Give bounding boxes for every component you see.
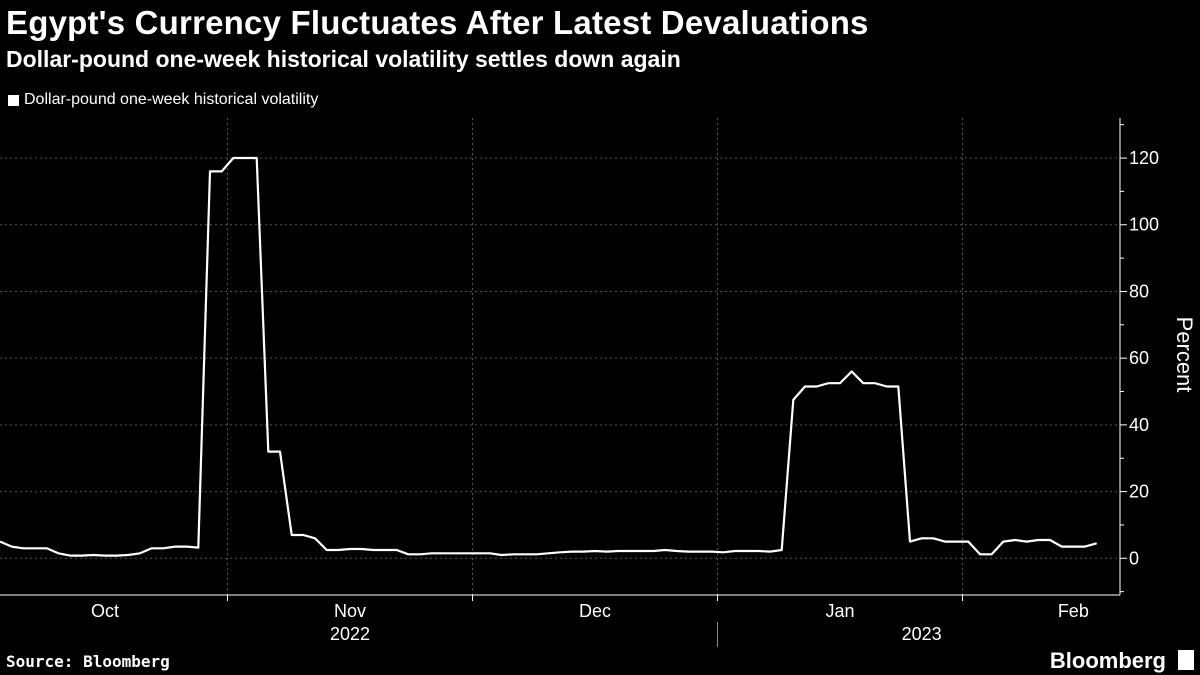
x-tick-label: Jan bbox=[825, 601, 854, 621]
y-tick-label: 100 bbox=[1129, 215, 1159, 235]
y-tick-label: 0 bbox=[1129, 548, 1139, 568]
series-line bbox=[0, 156, 1097, 557]
legend-label: Dollar-pound one-week historical volatil… bbox=[24, 91, 319, 108]
bloomberg-logo: Bloomberg bbox=[1049, 648, 1166, 673]
y-tick-label: 60 bbox=[1129, 348, 1149, 368]
y-tick-label: 20 bbox=[1129, 482, 1149, 502]
chart-subtitle: Dollar-pound one-week historical volatil… bbox=[6, 46, 681, 72]
y-tick-label: 40 bbox=[1129, 415, 1149, 435]
y-tick-label: 80 bbox=[1129, 281, 1149, 301]
legend-swatch bbox=[8, 94, 19, 106]
legend: Dollar-pound one-week historical volatil… bbox=[8, 91, 318, 109]
x-tick-label: Nov bbox=[334, 601, 366, 621]
x-tick-label: Dec bbox=[579, 601, 611, 621]
source-note: Source: Bloomberg bbox=[6, 652, 170, 671]
x-year-label: 2022 bbox=[330, 624, 370, 644]
y-tick-label: 120 bbox=[1129, 148, 1159, 168]
x-tick-label: Feb bbox=[1058, 601, 1089, 621]
chart-title: Egypt's Currency Fluctuates After Latest… bbox=[6, 4, 869, 41]
x-tick-label: Oct bbox=[91, 601, 119, 621]
bloomberg-badge-icon bbox=[1178, 650, 1194, 670]
y-axis-label: Percent bbox=[1172, 317, 1197, 393]
x-year-label: 2023 bbox=[902, 624, 942, 644]
